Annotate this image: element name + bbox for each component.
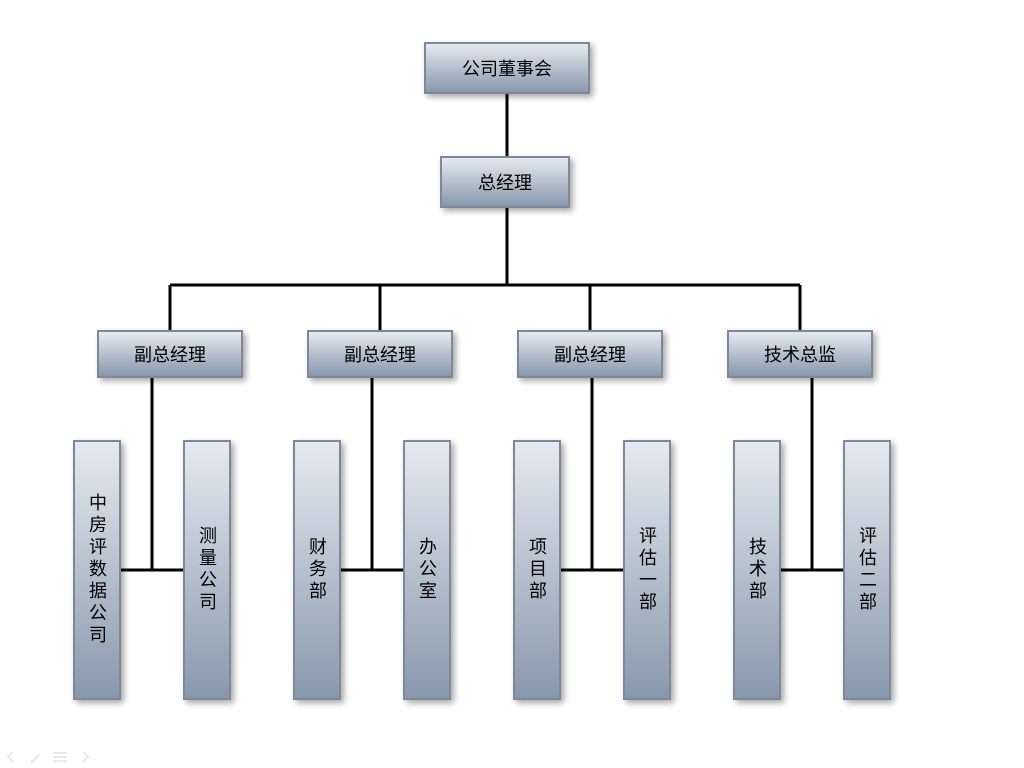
- node-d8: 评估二部: [843, 440, 891, 700]
- node-label: 中房评数据公司: [84, 493, 110, 647]
- footer-icons: [4, 750, 92, 764]
- node-vp4: 技术总监: [727, 330, 873, 378]
- menu-icon: [52, 750, 68, 764]
- node-label: 技术部: [744, 537, 770, 603]
- node-label: 评估一部: [634, 526, 660, 614]
- node-d7: 技术部: [733, 440, 781, 700]
- node-vp2: 副总经理: [307, 330, 453, 378]
- node-label: 副总经理: [554, 341, 626, 367]
- node-d1: 中房评数据公司: [73, 440, 121, 700]
- node-label: 副总经理: [344, 341, 416, 367]
- node-label: 评估二部: [854, 526, 880, 614]
- node-label: 技术总监: [764, 341, 836, 367]
- node-vp3: 副总经理: [517, 330, 663, 378]
- node-label: 办公室: [414, 537, 440, 603]
- node-d6: 评估一部: [623, 440, 671, 700]
- node-d2: 测量公司: [183, 440, 231, 700]
- node-label: 测量公司: [194, 526, 220, 614]
- node-label: 公司董事会: [462, 55, 552, 81]
- node-label: 项目部: [524, 537, 550, 603]
- node-d5: 项目部: [513, 440, 561, 700]
- node-d4: 办公室: [403, 440, 451, 700]
- node-label: 总经理: [478, 169, 532, 195]
- next-icon: [78, 750, 92, 764]
- node-label: 副总经理: [134, 341, 206, 367]
- node-label: 财务部: [304, 537, 330, 603]
- prev-icon: [4, 750, 18, 764]
- node-vp1: 副总经理: [97, 330, 243, 378]
- node-board: 公司董事会: [424, 42, 590, 94]
- node-d3: 财务部: [293, 440, 341, 700]
- node-gm: 总经理: [440, 156, 570, 208]
- pen-icon: [28, 750, 42, 764]
